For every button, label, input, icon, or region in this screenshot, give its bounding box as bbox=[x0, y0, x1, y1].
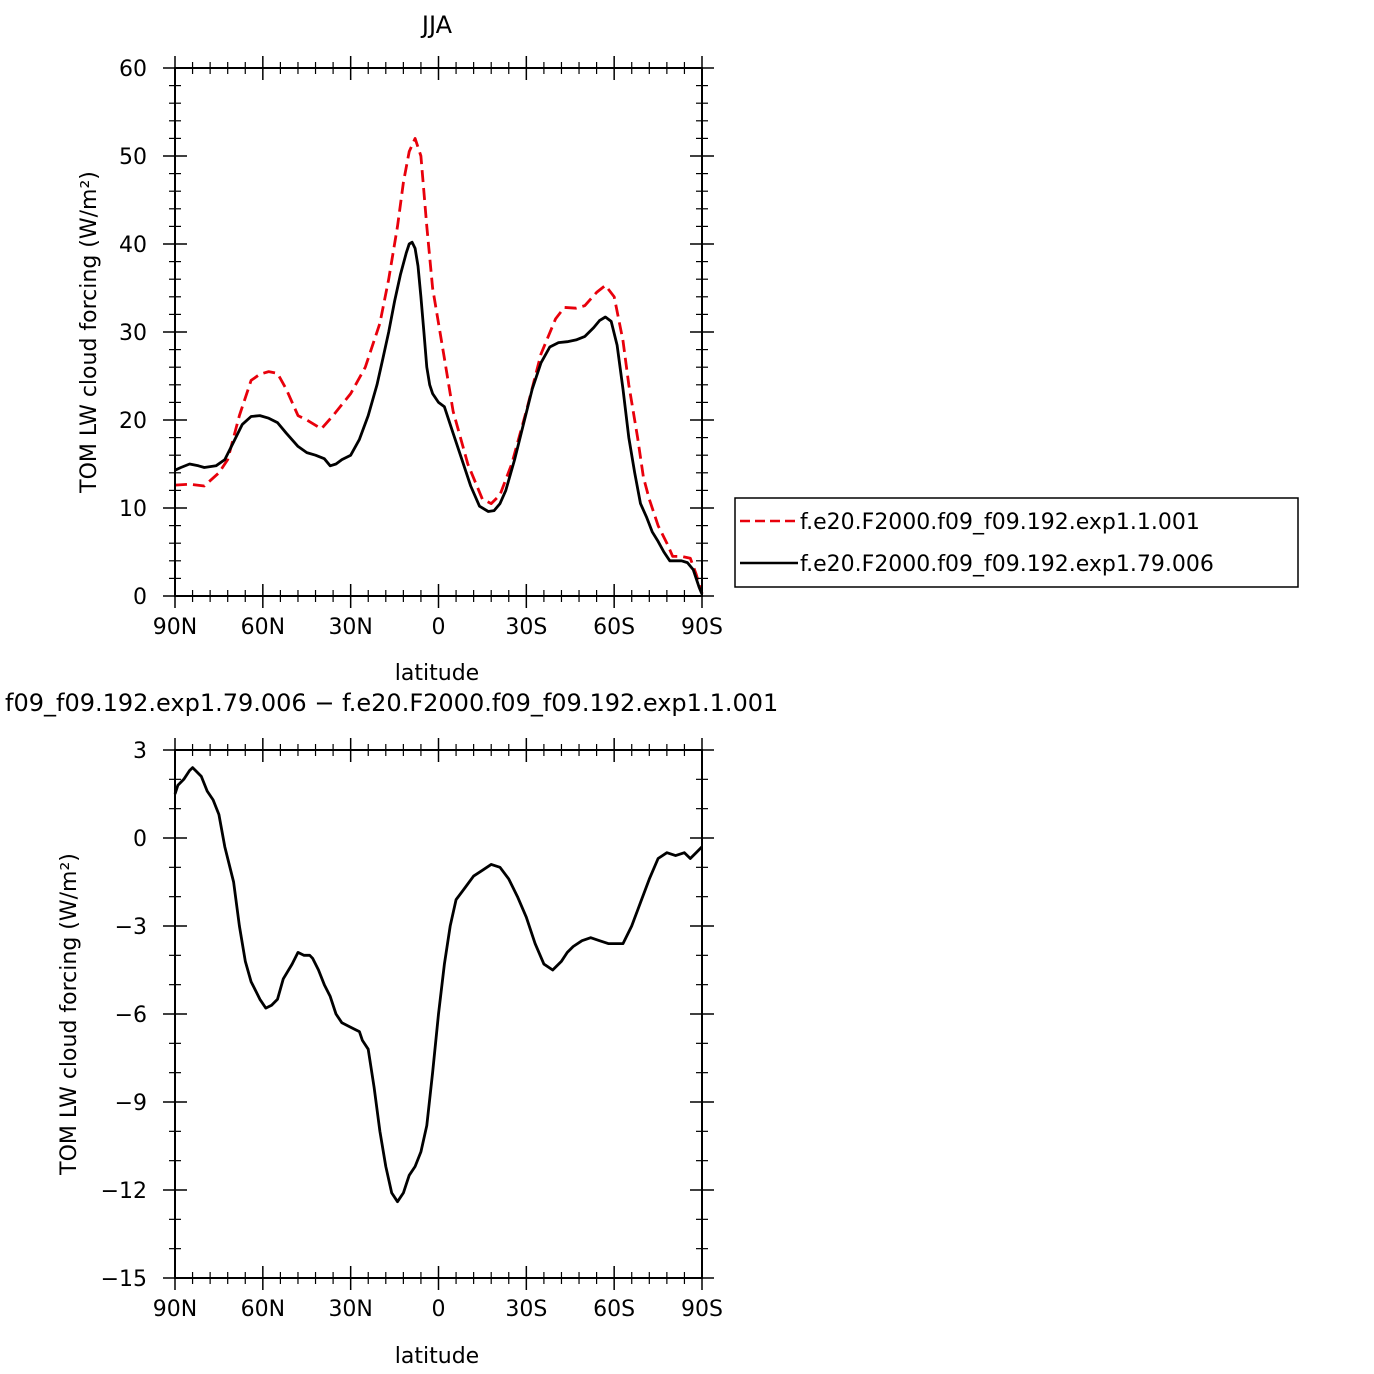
top-x-tick-label: 60N bbox=[241, 615, 285, 640]
bottom-series-group bbox=[173, 766, 703, 1204]
top-plot-frame bbox=[174, 67, 703, 597]
bottom-y-tick-label: −12 bbox=[101, 1179, 147, 1204]
top-axes-group: 90N 60N 30N 0 30S 60S 90S 0 10 20 30 40 50 60 bbox=[119, 56, 723, 640]
bottom-x-tick-label: 30S bbox=[505, 1297, 547, 1322]
top-x-tick-label: 30N bbox=[328, 615, 372, 640]
top-x-tick-label: 90N bbox=[153, 615, 197, 640]
bottom-panel: f09_f09.192.exp1.79.006 − f.e20.F2000.f0… bbox=[5, 689, 778, 1369]
legend-label-series-1: f.e20.F2000.f09_f09.192.exp1.1.001 bbox=[800, 510, 1200, 535]
top-y-tick-label: 0 bbox=[133, 585, 147, 610]
top-series-line-2 bbox=[174, 240, 704, 595]
top-y-axis-label: TOM LW cloud forcing (W/m²) bbox=[77, 171, 102, 494]
top-y-tick-label: 10 bbox=[119, 497, 147, 522]
bottom-y-tick-label: 0 bbox=[133, 827, 147, 852]
bottom-x-tick-label: 0 bbox=[432, 1297, 446, 1322]
bottom-y-axis-label: TOM LW cloud forcing (W/m²) bbox=[57, 853, 82, 1176]
top-x-tick-label: 30S bbox=[505, 615, 547, 640]
top-x-tick-label: 60S bbox=[593, 615, 635, 640]
bottom-x-tick-label: 60S bbox=[593, 1297, 635, 1322]
bottom-x-tick-label: 90N bbox=[153, 1297, 197, 1322]
top-x-tick-label: 0 bbox=[432, 615, 446, 640]
bottom-series-line-1 bbox=[173, 766, 703, 1204]
bottom-x-axis-label: latitude bbox=[395, 1344, 479, 1369]
top-x-axis-label: latitude bbox=[395, 661, 479, 686]
top-chart-title: JJA bbox=[420, 11, 453, 39]
top-y-tick-label: 20 bbox=[119, 409, 147, 434]
legend-label-series-2: f.e20.F2000.f09_f09.192.exp1.79.006 bbox=[800, 552, 1214, 577]
bottom-x-tick-label: 60N bbox=[241, 1297, 285, 1322]
top-x-tick-label: 90S bbox=[681, 615, 723, 640]
legend-box bbox=[734, 497, 1299, 588]
top-series-line-1 bbox=[174, 136, 704, 594]
top-y-tick-label: 30 bbox=[119, 321, 147, 346]
legend: f.e20.F2000.f09_f09.192.exp1.1.001 f.e20… bbox=[734, 497, 1299, 588]
bottom-y-tick-label: −9 bbox=[115, 1091, 147, 1116]
bottom-y-tick-label: −6 bbox=[115, 1003, 147, 1028]
bottom-chart-title: f09_f09.192.exp1.79.006 − f.e20.F2000.f0… bbox=[5, 689, 778, 717]
bottom-x-tick-label: 90S bbox=[681, 1297, 723, 1322]
top-y-tick-label: 60 bbox=[119, 57, 147, 82]
bottom-plot-frame bbox=[174, 749, 703, 1279]
bottom-axes-group: 90N 60N 30N 0 30S 60S 90S 3 0 −3 −6 −9 −12 −15 bbox=[101, 738, 723, 1322]
bottom-y-tick-label: 3 bbox=[133, 739, 147, 764]
bottom-y-tick-label: −3 bbox=[115, 915, 147, 940]
bottom-x-tick-label: 30N bbox=[328, 1297, 372, 1322]
bottom-y-tick-label: −15 bbox=[101, 1267, 147, 1292]
top-series-group bbox=[174, 136, 704, 595]
top-y-tick-label: 50 bbox=[119, 145, 147, 170]
top-y-tick-label: 40 bbox=[119, 233, 147, 258]
top-panel: JJA 90N 60N 30N 0 30S 60S 90S 0 10 20 30 40 50 60 lat… bbox=[77, 11, 723, 686]
